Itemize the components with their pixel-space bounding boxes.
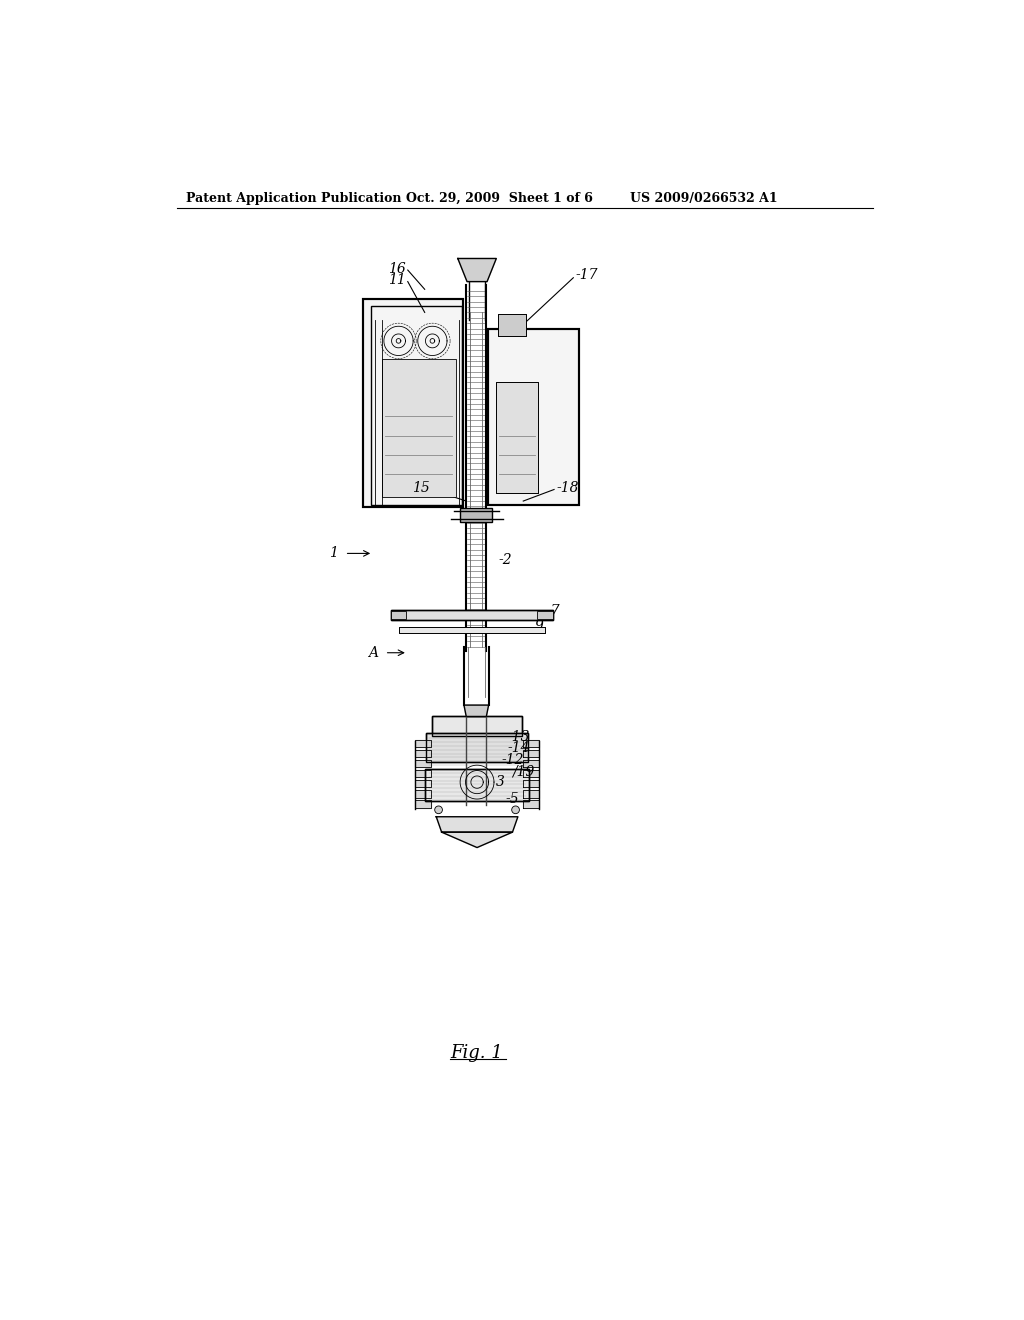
Text: 15: 15 [412, 480, 429, 495]
Polygon shape [458, 259, 497, 281]
Bar [371, 306, 462, 506]
Bar [382, 359, 456, 498]
Text: -2: -2 [499, 553, 512, 568]
Polygon shape [416, 760, 431, 767]
Text: 3: 3 [496, 775, 505, 789]
Bar [432, 715, 521, 737]
Bar [425, 770, 529, 801]
Text: Fig. 1: Fig. 1 [451, 1044, 504, 1063]
Polygon shape [436, 817, 518, 832]
Polygon shape [416, 800, 431, 808]
Polygon shape [416, 770, 431, 777]
Text: 9: 9 [535, 619, 544, 632]
Text: -13: -13 [508, 730, 530, 744]
Text: -18: -18 [556, 480, 579, 495]
Bar [391, 610, 553, 620]
Polygon shape [416, 750, 431, 758]
Polygon shape [416, 780, 431, 788]
Polygon shape [523, 800, 539, 808]
Text: Oct. 29, 2009  Sheet 1 of 6: Oct. 29, 2009 Sheet 1 of 6 [407, 191, 593, 205]
Bar [460, 508, 493, 521]
Text: -12: -12 [502, 752, 524, 767]
Circle shape [512, 807, 519, 813]
Bar [391, 610, 553, 620]
Circle shape [435, 807, 442, 813]
Polygon shape [441, 832, 512, 847]
Text: /19: /19 [512, 764, 535, 779]
Bar [425, 770, 529, 801]
Bar [432, 715, 521, 737]
Polygon shape [523, 780, 539, 788]
Text: -14: -14 [508, 742, 530, 755]
Text: 16: 16 [388, 261, 406, 276]
Bar [496, 381, 538, 494]
Bar [498, 314, 525, 335]
Polygon shape [523, 739, 539, 747]
Text: Patent Application Publication: Patent Application Publication [186, 191, 401, 205]
Polygon shape [523, 750, 539, 758]
Polygon shape [416, 789, 431, 797]
Text: -7: -7 [547, 605, 560, 618]
Bar [487, 330, 579, 506]
Bar [498, 314, 525, 335]
Bar [398, 627, 545, 634]
Bar [538, 611, 553, 619]
Bar [487, 330, 579, 506]
Bar [398, 627, 545, 634]
Bar [364, 300, 463, 507]
Polygon shape [464, 705, 488, 717]
Polygon shape [416, 739, 431, 747]
Text: -5: -5 [506, 792, 519, 807]
Text: US 2009/0266532 A1: US 2009/0266532 A1 [630, 191, 777, 205]
Text: -17: -17 [575, 268, 598, 282]
Bar [364, 300, 463, 507]
Polygon shape [523, 770, 539, 777]
Bar [496, 381, 538, 494]
Polygon shape [523, 760, 539, 767]
Bar [426, 733, 528, 762]
Text: 1: 1 [330, 546, 338, 561]
Bar [426, 733, 528, 762]
Polygon shape [523, 789, 539, 797]
Text: A: A [368, 645, 378, 660]
Bar [391, 611, 407, 619]
Text: 11: 11 [388, 273, 406, 286]
